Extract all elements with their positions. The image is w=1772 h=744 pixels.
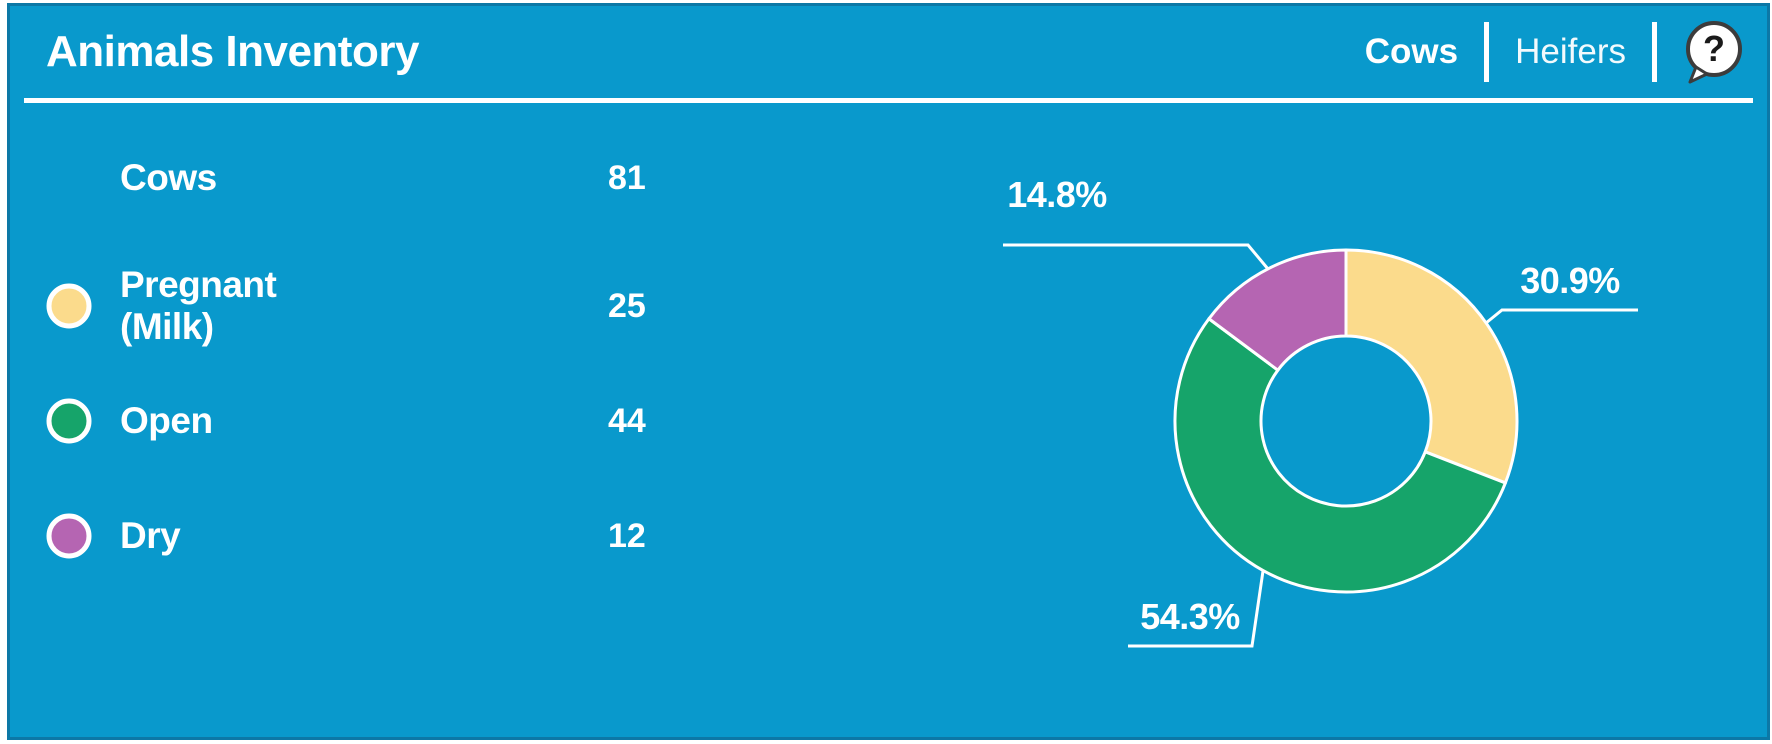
pct-label-pregnant: 30.9% [1520,260,1620,301]
donut-slice-pregnant-milk[interactable] [1344,248,1519,485]
pct-label-dry: 14.8% [1007,174,1107,215]
legend-dot-pregnant [46,283,92,329]
tab-divider [1652,22,1657,82]
legend-row-open[interactable]: Open 44 [46,395,646,447]
legend-row-pregnant[interactable]: Pregnant (Milk) 25 [46,264,646,347]
legend-label-dry: Dry [120,515,181,556]
legend-row-total: Cows 81 [46,152,646,204]
legend-value-total: 81 [608,158,646,197]
legend-row-dry[interactable]: Dry 12 [46,510,646,562]
donut-slice-dry[interactable] [1207,248,1348,372]
donut-slice-open[interactable] [1173,317,1507,594]
card-header: Animals Inventory Cows Heifers ? [10,6,1767,98]
legend-dot-dry [46,513,92,559]
tab-divider [1484,22,1490,82]
help-button[interactable]: ? [1681,19,1745,85]
legend-value-dry: 12 [608,516,646,555]
question-mark-glyph: ? [1703,28,1725,69]
pct-label-open: 54.3% [1140,596,1240,637]
tab-cows[interactable]: Cows [1364,32,1459,71]
page-title: Animals Inventory [46,27,419,76]
legend-value-pregnant: 25 [608,286,646,325]
tab-heifers[interactable]: Heifers [1515,32,1626,71]
header-divider-line [24,98,1753,103]
tab-bar: Cows Heifers ? [1339,19,1745,85]
legend-label-total: Cows [120,157,217,198]
legend-label-pregnant: Pregnant (Milk) [120,264,277,347]
legend-dot-open [46,398,92,444]
help-icon: ? [1686,21,1742,84]
legend-label-open: Open [120,400,213,441]
legend-value-open: 44 [608,401,646,440]
